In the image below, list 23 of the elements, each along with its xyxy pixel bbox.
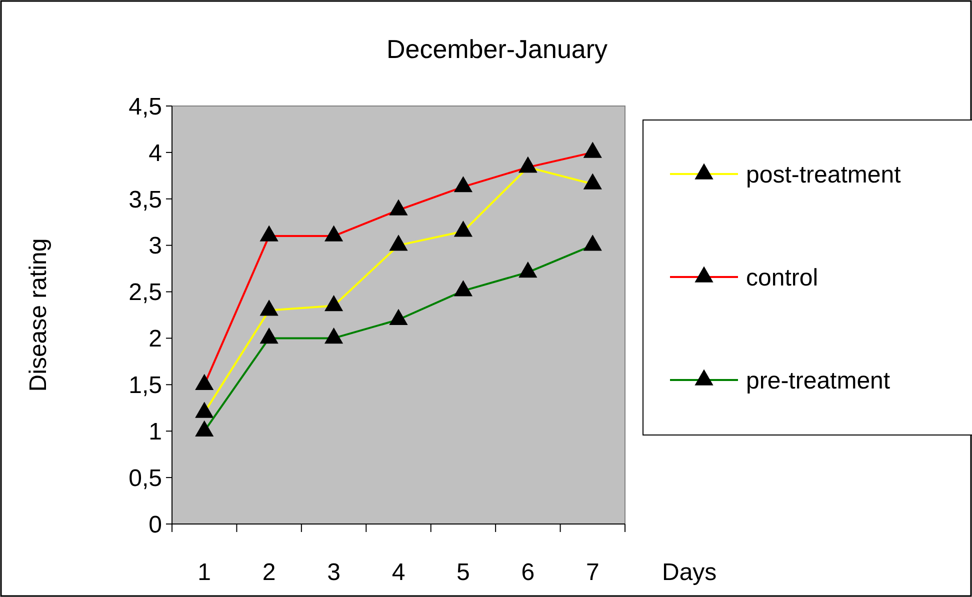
y-tick-label: 1,5 <box>128 372 162 400</box>
y-tick-label: 3 <box>148 232 162 260</box>
y-tick-label: 1 <box>148 418 162 446</box>
x-tick-label: 7 <box>586 559 600 586</box>
x-tick-label: 1 <box>198 559 212 586</box>
x-tick-label: 6 <box>521 559 535 586</box>
legend-label: control <box>746 264 818 292</box>
y-tick-label: 4,5 <box>128 93 162 120</box>
legend-label: post-treatment <box>746 161 902 188</box>
x-axis-title: Days <box>662 559 717 586</box>
x-tick-label: 5 <box>456 559 470 586</box>
y-tick-label: 4 <box>148 140 162 167</box>
chart-title: December-January <box>386 34 608 64</box>
legend-label: pre-treatment <box>746 367 890 394</box>
x-tick-label: 3 <box>327 559 340 586</box>
y-tick-label: 2 <box>148 326 162 353</box>
y-tick-label: 3,5 <box>128 186 162 214</box>
y-axis-title: Disease rating <box>25 238 52 392</box>
y-tick-label: 0 <box>148 511 162 538</box>
x-tick-label: 4 <box>392 559 406 586</box>
y-tick-label: 0,5 <box>128 464 162 492</box>
y-tick-label: 2,5 <box>128 279 162 306</box>
x-tick-label: 2 <box>262 559 276 586</box>
